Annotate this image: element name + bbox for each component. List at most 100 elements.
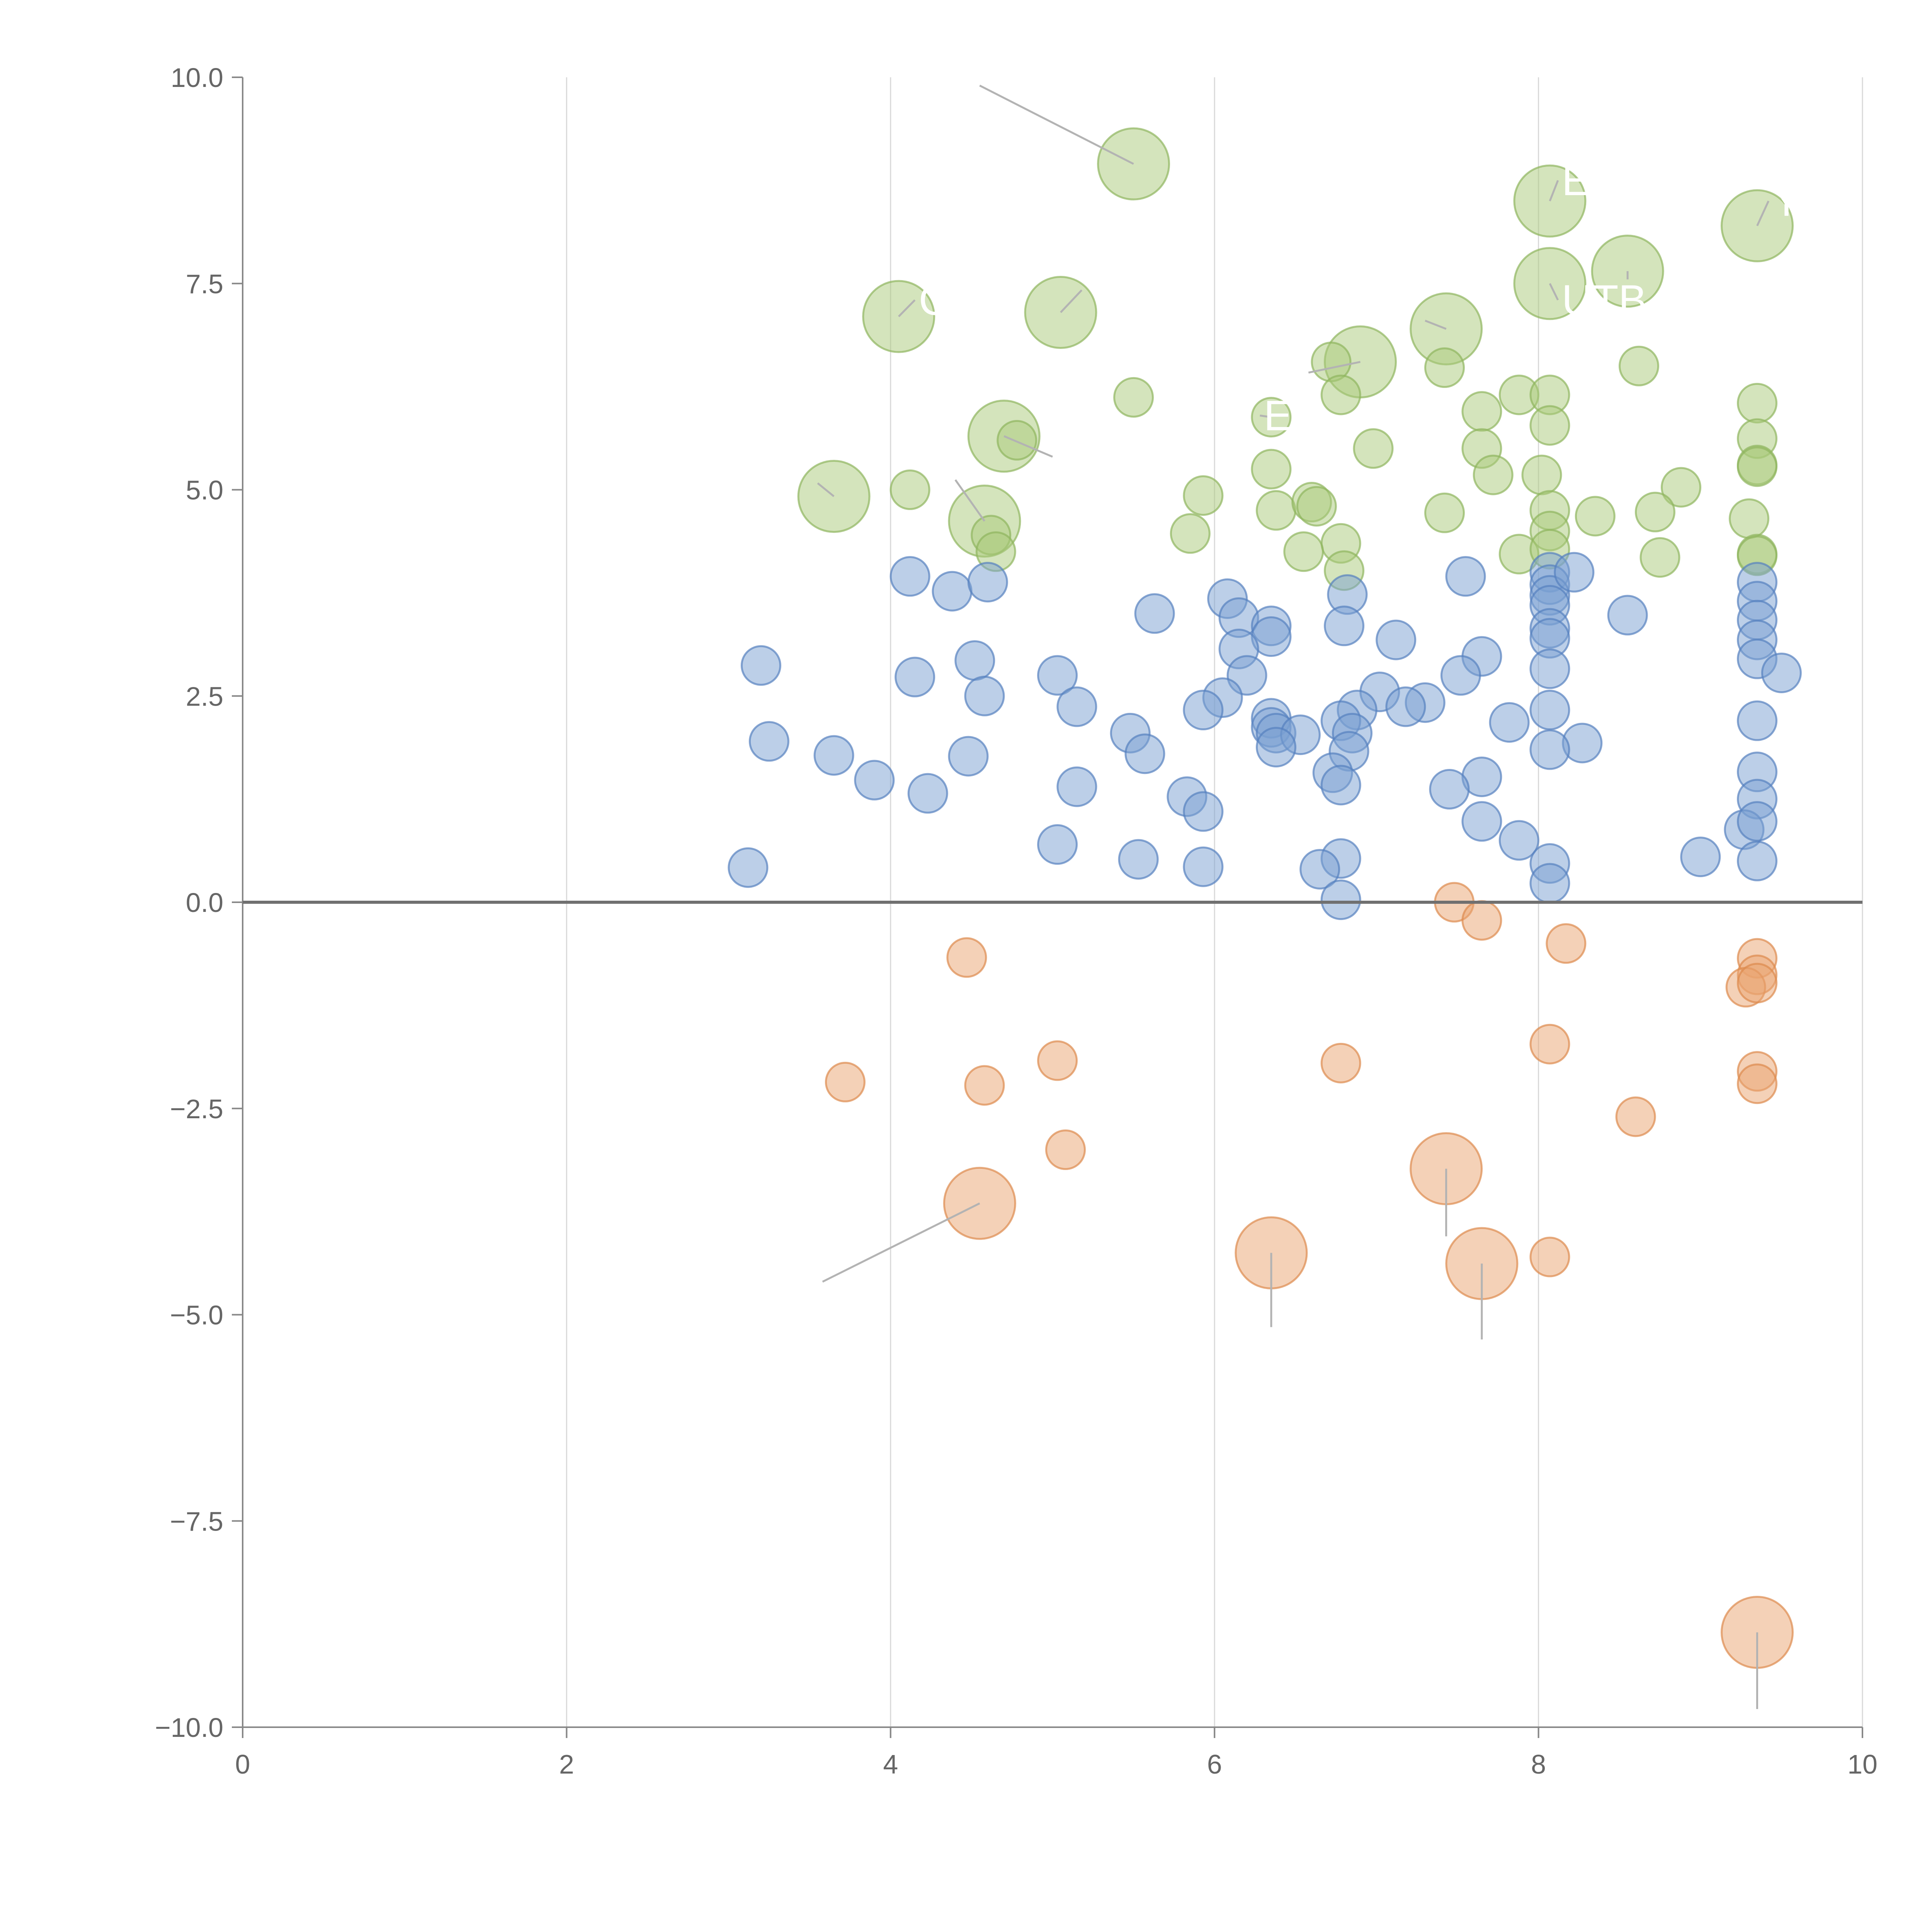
blue-bubble [1737,700,1778,741]
annotation-label: C [919,276,949,324]
green-bubble [1296,486,1337,527]
blue-bubble [1529,648,1570,689]
blue-bubble [1118,839,1159,880]
green-bubble [1461,391,1502,432]
blue-bubble [1607,595,1648,636]
blue-bubble [1320,879,1361,920]
blue-bubble [1183,846,1224,887]
blue-bubble [1737,801,1778,842]
y-tick-label: 7.5 [186,269,223,299]
blue-bubble [748,721,789,762]
x-tick-label: 2 [559,1749,574,1779]
annotation-leader-line [1425,320,1447,330]
annotation-label: LE [1486,1316,1538,1364]
blue-bubble [1299,849,1340,890]
x-tick-label: 0 [235,1749,250,1779]
y-tick-label: −7.5 [170,1506,223,1536]
blue-bubble [1376,619,1417,660]
green-bubble [1619,345,1660,386]
green-bubble [1660,467,1701,508]
blue-bubble [1320,765,1361,806]
orange-bubble [1461,900,1502,941]
annotation-leader-line [1260,414,1272,418]
orange-bubble [825,1061,866,1102]
blue-bubble [1183,791,1224,832]
y-tick-label: −10.0 [155,1713,223,1743]
blue-bubble [1529,690,1570,731]
green-bubble [1424,492,1465,533]
annotation-leader-line [822,1202,980,1283]
blue-bubble [1737,840,1778,881]
orange-bubble [964,1065,1005,1106]
blue-bubble [740,645,781,686]
green-bubble [1639,537,1680,578]
orange-bubble [1529,1236,1570,1277]
annotation-leader-line [979,85,1134,165]
x-tick-label: 6 [1207,1749,1222,1779]
annotation-label: UTB [1562,276,1647,324]
bubbles-layer [728,127,1802,1669]
blue-bubble [1037,655,1078,696]
blue-bubble [1037,824,1078,865]
annotation-leader-line [1308,361,1361,374]
blue-bubble [895,656,935,697]
axes: 10.0 7.5 5.0 2.5 0.0 −2.5 −5.0 −7.5 −10.0 0 2 4 6 8 10 [155,63,1878,1779]
green-bubble [1424,347,1465,388]
blue-bubble [1429,769,1470,810]
x-tick-label: 8 [1531,1749,1546,1779]
y-tick-label: −2.5 [170,1094,223,1124]
blue-bubble [907,773,948,814]
annotation-leader-line [817,482,835,497]
y-tick-label: −5.0 [170,1300,223,1330]
annotation-labels: ELE Y UTB C EN B LE [919,157,1801,1364]
blue-bubble [854,760,895,801]
green-bubble [1473,454,1514,495]
orange-bubble [1045,1129,1086,1170]
green-bubble [1634,492,1675,532]
green-bubble [889,469,930,510]
blue-bubble [1680,837,1721,878]
green-bubble [1353,428,1394,469]
blue-bubble [1461,801,1502,842]
green-bubble [1251,449,1292,490]
blue-bubble [728,847,769,888]
blue-bubble [1529,863,1570,904]
blue-bubble [1385,686,1426,727]
orange-bubble [1737,1063,1778,1104]
annotation-label: ELE [1562,157,1642,204]
y-tick-label: 2.5 [186,681,223,711]
blue-bubble [1440,655,1481,696]
blue-bubble [1445,556,1486,597]
green-bubble [1737,446,1778,487]
annotation-leader-line [954,479,985,522]
annotation-leader-line [1060,289,1083,313]
y-tick-label: 10.0 [171,63,223,93]
green-bubble [1529,405,1570,446]
blue-bubble [1529,729,1570,770]
annotation-label: B [1056,433,1085,481]
annotation-label: Y [1772,177,1801,225]
green-bubble [1320,374,1361,415]
blue-bubble [1134,593,1175,634]
blue-bubble [1489,702,1530,743]
blue-bubble [1056,766,1097,807]
annotation-leader-line [898,299,916,317]
green-bubble [1170,513,1211,554]
green-bubble [1521,454,1562,495]
blue-bubble [932,571,973,612]
blue-bubble [1183,690,1224,731]
annotation-leaders [817,85,1770,1709]
annotation-leader-line [1003,435,1053,458]
blue-bubble [967,562,1008,603]
blue-bubble [889,556,930,597]
green-bubble [1575,496,1616,537]
y-tick-label: 5.0 [186,475,223,505]
blue-bubble [813,735,854,776]
orange-bubble [946,937,987,978]
blue-bubble [1554,552,1595,593]
orange-bubble [1529,1024,1570,1065]
blue-bubble [1124,733,1165,774]
blue-bubble [948,736,989,777]
green-bubble [1737,383,1778,423]
